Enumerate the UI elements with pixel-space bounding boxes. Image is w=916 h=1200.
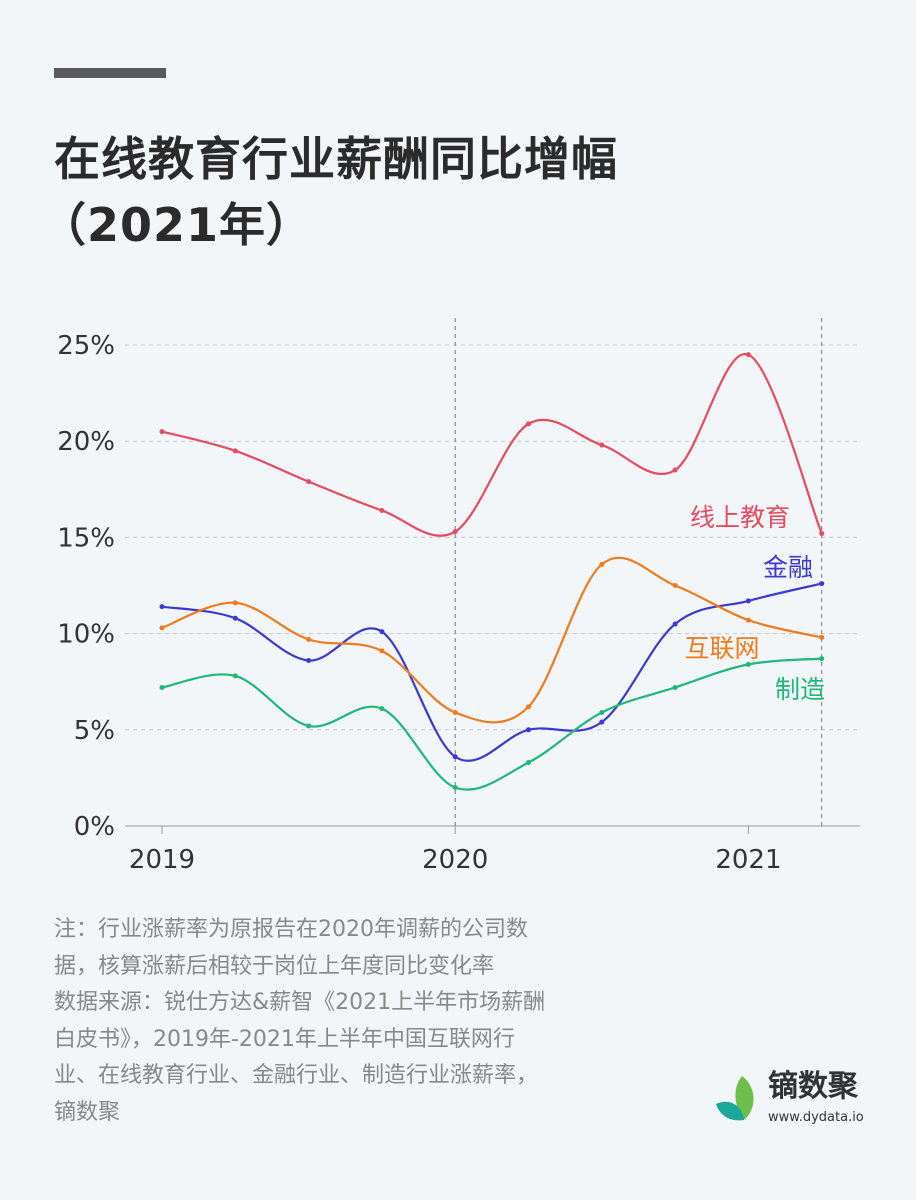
data-point [672,621,678,627]
data-point [672,467,678,473]
logo-name: 镝数聚 [768,1069,858,1104]
note-line: 据，核算涨薪后相较于岗位上年度同比变化率 [54,953,495,979]
data-point [526,727,531,733]
note-line: 白皮书》，2019年-2021年上半年中国互联网行 [54,1026,515,1052]
y-tick-label: 20% [57,427,115,457]
x-tick-label: 2021 [715,845,781,875]
series-line-0 [161,353,823,537]
data-point [232,615,238,621]
data-point [526,760,531,766]
data-point [452,754,458,760]
data-point [159,625,165,631]
y-tick-label: 10% [57,620,115,650]
note-line: 数据来源：锐仕方达&薪智《2021上半年市场薪酬 [54,990,546,1015]
data-point [526,421,531,427]
data-point [159,604,165,610]
logo-url: www.dydata.io [768,1110,864,1125]
footnote: 注：行业涨薪率为原报告在2020年调薪的公司数 据，核算涨薪后相较于岗位上年度同… [54,912,654,1131]
x-tick-label: 2019 [129,845,195,875]
data-point [379,706,385,712]
data-point [232,673,238,679]
data-point [452,785,458,791]
data-point [745,352,751,358]
data-point [232,448,238,454]
data-point [159,684,165,690]
series-label: 制造 [775,675,825,704]
data-point [379,648,385,654]
note-line: 镝数聚 [54,1099,121,1125]
data-point [745,661,751,667]
page-title: 在线教育行业薪酬同比增幅 （2021年） [40,126,618,258]
data-point [526,704,531,710]
logo-leaf-icon [716,1076,754,1121]
note-line: 业、在线教育行业、金融行业、制造行业涨薪率， [54,1063,539,1088]
title-line-2: （2021年） [40,198,314,252]
note-line: 注：行业涨薪率为原报告在2020年调薪的公司数 [54,917,528,942]
y-tick-label: 15% [57,523,115,553]
data-point [599,709,605,715]
data-point [306,479,312,485]
decorative-bar [54,68,166,78]
series-label: 金融 [763,553,813,582]
data-point [452,709,458,715]
data-point [306,636,312,642]
data-point [306,658,312,664]
data-point [819,581,825,587]
series-line-3 [161,657,822,791]
data-point [599,719,605,725]
data-point [819,634,825,640]
title-line-1: 在线教育行业薪酬同比增幅 [54,132,618,186]
data-point [599,442,605,448]
data-point [819,531,825,537]
data-point [379,507,385,513]
series-label: 线上教育 [690,503,790,532]
data-point [672,583,678,588]
data-point [306,723,312,729]
series-label: 互联网 [684,634,759,663]
data-point [379,629,385,635]
y-tick-label: 5% [74,716,115,746]
data-point [232,600,238,606]
data-point [159,429,165,435]
x-tick-label: 2020 [422,845,488,875]
series-line-1 [161,582,822,762]
data-point [672,684,678,690]
y-tick-label: 25% [57,331,115,361]
data-point [819,656,825,662]
data-point [745,617,751,623]
data-point [599,561,605,567]
data-point [745,598,751,604]
y-tick-label: 0% [74,812,115,842]
series-line-2 [161,556,822,724]
data-point [452,529,458,535]
